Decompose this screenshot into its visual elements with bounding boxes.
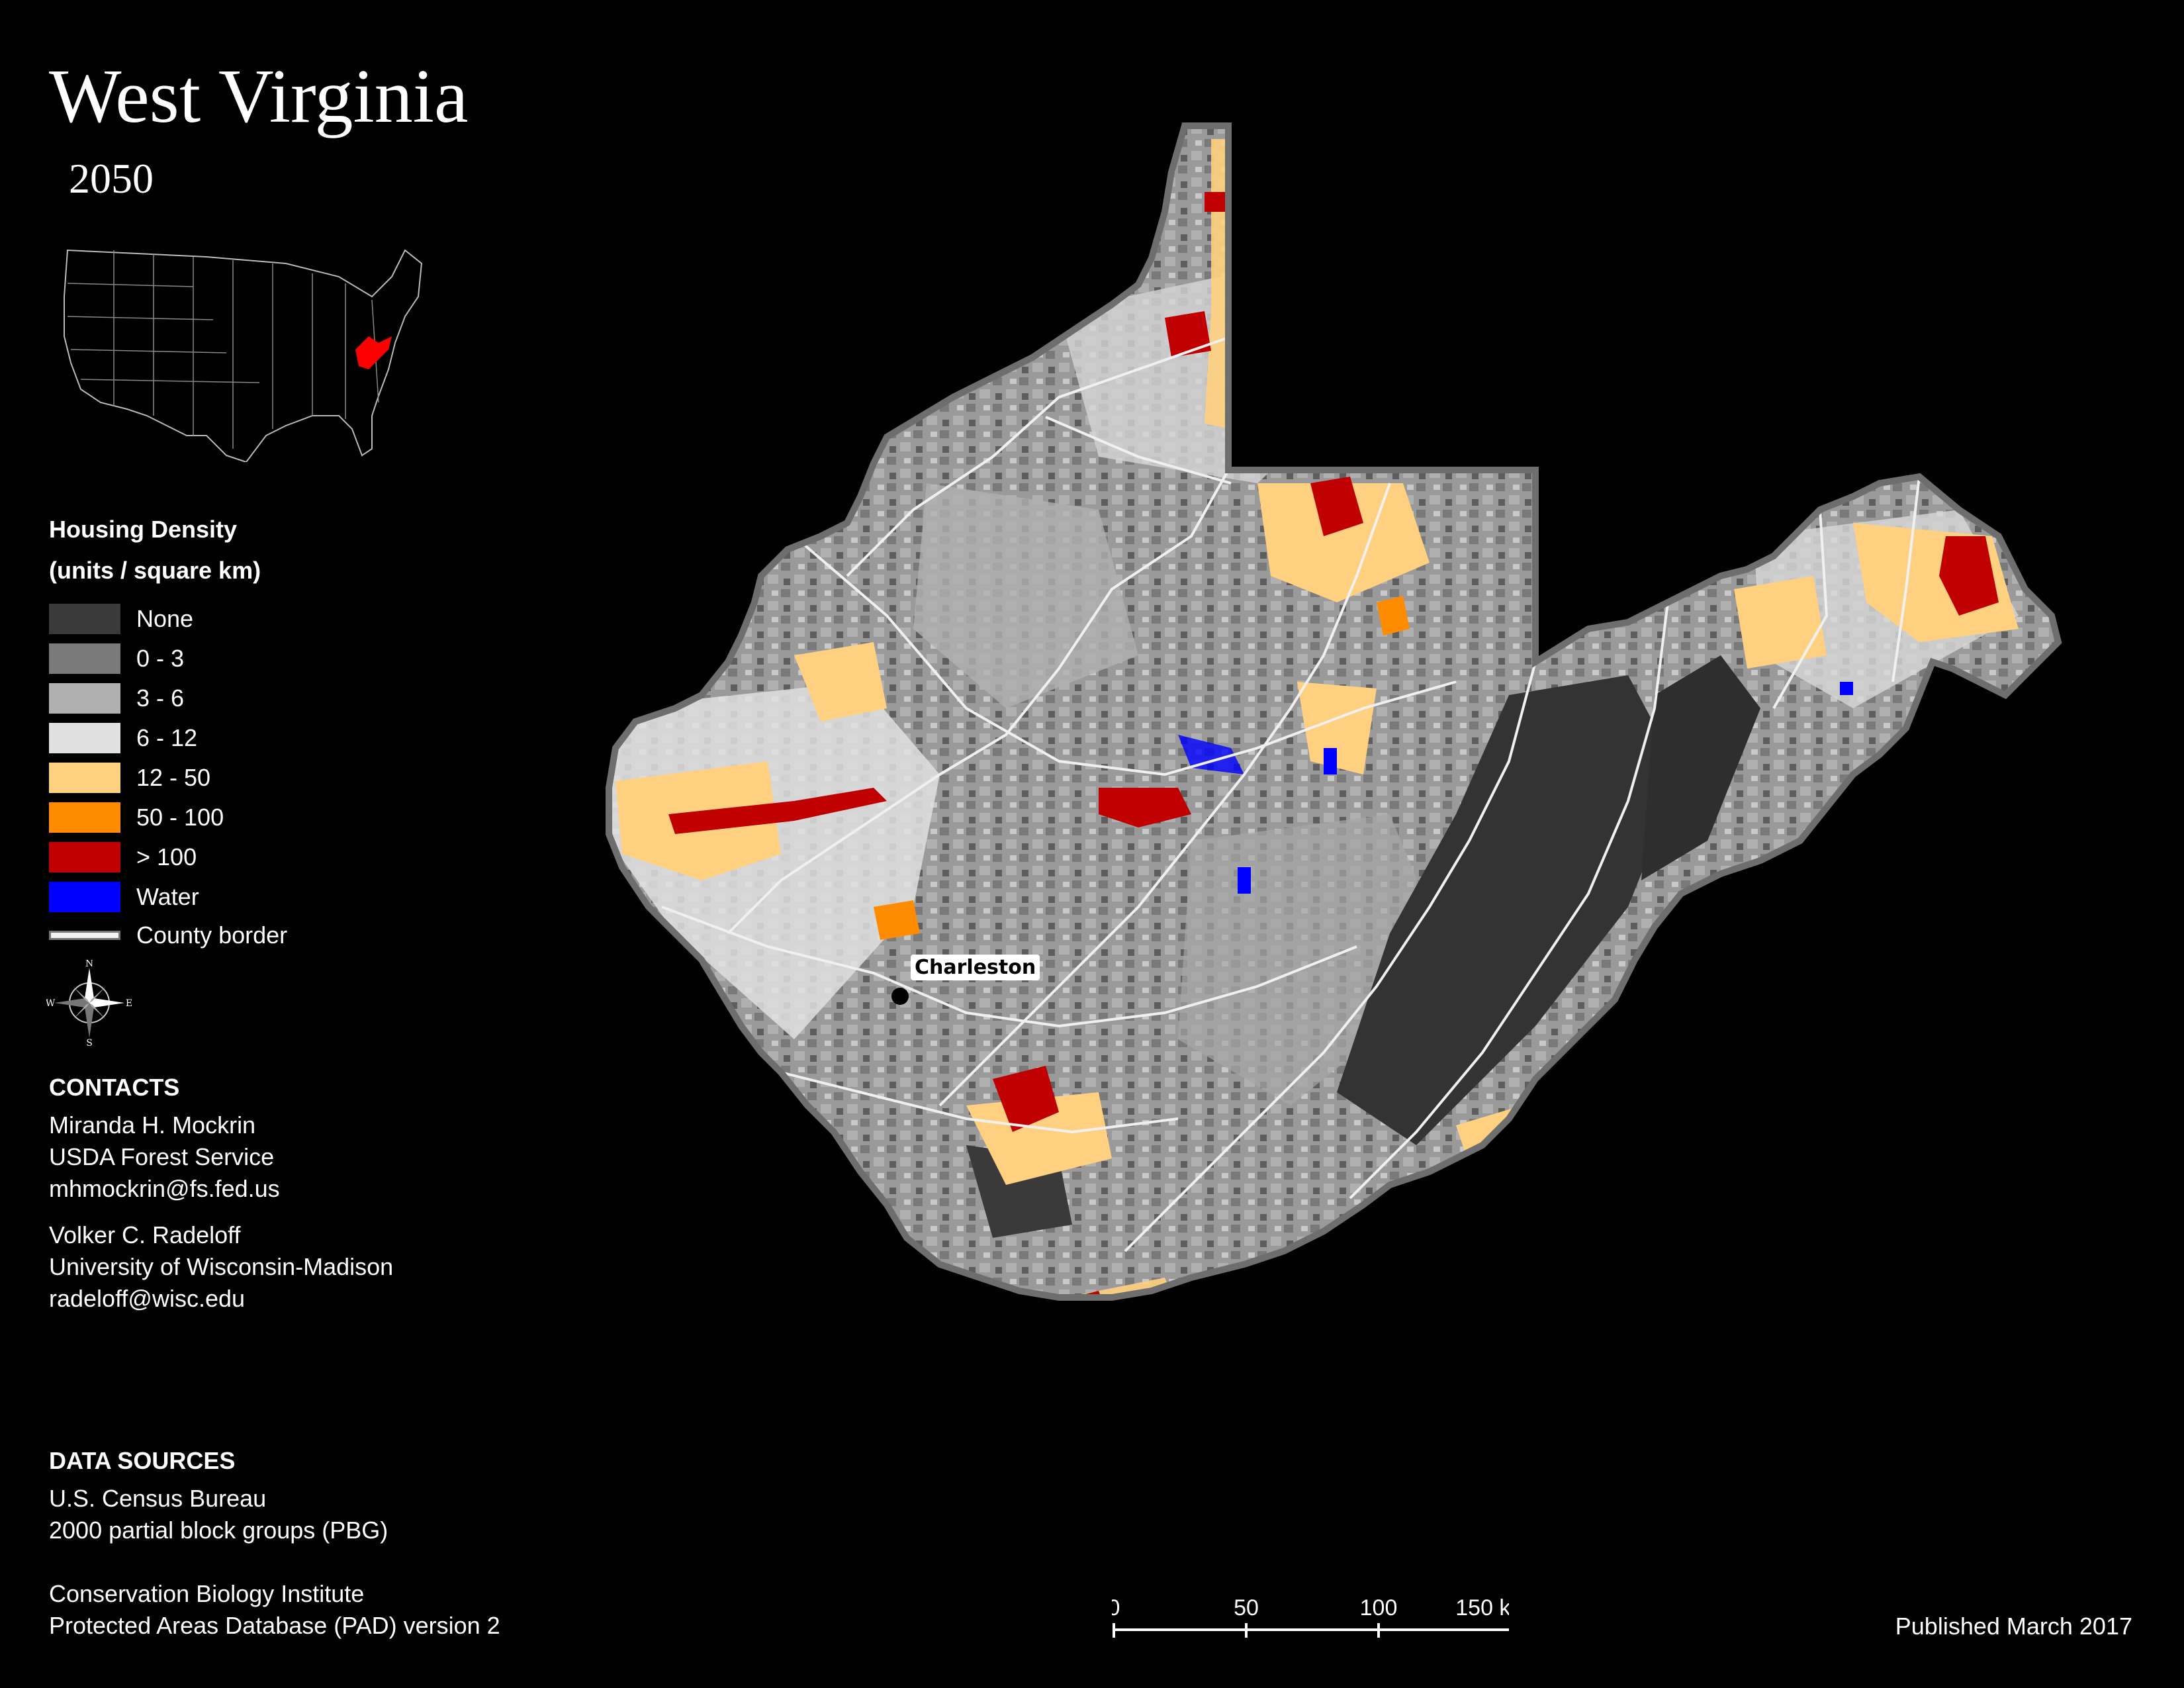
scale-label-50: 50	[1234, 1595, 1259, 1620]
city-label-charleston: Charleston	[911, 955, 1040, 980]
scale-label-100: 100	[1360, 1595, 1398, 1620]
legend-label: 0 - 3	[136, 645, 185, 672]
contact-person-1: Miranda H. Mockrin USDA Forest Service m…	[49, 1109, 280, 1205]
charleston-dot	[891, 988, 909, 1005]
contacts-heading: CONTACTS	[49, 1074, 180, 1101]
scale-bar: 0 50 100 150 km	[1112, 1595, 1509, 1638]
legend-label: 50 - 100	[136, 804, 224, 831]
legend-swatch	[49, 643, 120, 674]
legend-label: Water	[136, 883, 199, 910]
legend-swatch	[49, 842, 120, 872]
legend-item-50-100: 50 - 100	[49, 802, 224, 833]
density-raster	[609, 126, 2058, 1297]
scale-label-0: 0	[1112, 1595, 1120, 1620]
us-locator-inset	[64, 249, 423, 462]
state-borders	[67, 250, 379, 449]
legend-item-water: Water	[49, 882, 199, 912]
legend-item-12-50: 12 - 50	[49, 763, 210, 793]
legend-title: Housing Density	[49, 516, 238, 543]
legend-swatch	[49, 763, 120, 793]
data-sources-heading: DATA SOURCES	[49, 1447, 236, 1474]
legend-swatch	[49, 683, 120, 714]
wv-highlight	[355, 336, 392, 369]
compass-w: W	[46, 998, 56, 1009]
legend-label: 12 - 50	[136, 764, 211, 791]
published-date: Published March 2017	[1895, 1613, 2132, 1640]
legend-item-over-100: > 100	[49, 842, 197, 872]
scale-label-150: 150 km	[1455, 1595, 1509, 1620]
contact-name: Volker C. Radeloff	[49, 1221, 241, 1248]
legend-item-6-12: 6 - 12	[49, 723, 197, 753]
legend-border-swatch	[49, 931, 120, 940]
map-title: West Virginia	[49, 54, 469, 139]
data-source-2: Conservation Biology Institute Protected…	[49, 1578, 500, 1642]
legend-item-0-3: 0 - 3	[49, 643, 184, 674]
legend-label: None	[136, 605, 194, 632]
county-borders	[661, 336, 1921, 1252]
legend-label: 3 - 6	[136, 684, 185, 712]
legend-label: County border	[136, 921, 288, 949]
compass-s: S	[86, 1038, 93, 1046]
contact-name: Miranda H. Mockrin	[49, 1111, 256, 1139]
west-virginia-map	[606, 122, 2062, 1301]
source-detail: 2000 partial block groups (PBG)	[49, 1517, 388, 1544]
legend-item-county-border: County border	[49, 920, 287, 951]
legend-swatch	[49, 802, 120, 833]
legend-swatch	[49, 604, 120, 634]
legend-label: 6 - 12	[136, 724, 198, 751]
map-subtitle: 2050	[69, 155, 154, 202]
legend-item-3-6: 3 - 6	[49, 683, 184, 714]
data-source-1: U.S. Census Bureau 2000 partial block gr…	[49, 1483, 388, 1546]
state-outline	[606, 122, 2062, 1301]
contact-org: University of Wisconsin-Madison	[49, 1253, 394, 1280]
contact-email: radeloff@wisc.edu	[49, 1285, 246, 1312]
contact-person-2: Volker C. Radeloff University of Wiscons…	[49, 1219, 393, 1315]
source-name: U.S. Census Bureau	[49, 1485, 267, 1512]
compass-e: E	[126, 998, 132, 1009]
source-detail: Protected Areas Database (PAD) version 2	[49, 1612, 500, 1639]
legend-swatch	[49, 723, 120, 753]
legend-item-none: None	[49, 604, 193, 634]
contact-email: mhmockrin@fs.fed.us	[49, 1175, 280, 1202]
contact-org: USDA Forest Service	[49, 1143, 275, 1170]
legend-swatch	[49, 882, 120, 912]
source-name: Conservation Biology Institute	[49, 1580, 365, 1607]
legend-label: > 100	[136, 843, 197, 870]
compass-n: N	[85, 960, 93, 969]
legend-units: (units / square km)	[49, 557, 261, 584]
compass-rose-icon: N S E W	[46, 960, 132, 1046]
